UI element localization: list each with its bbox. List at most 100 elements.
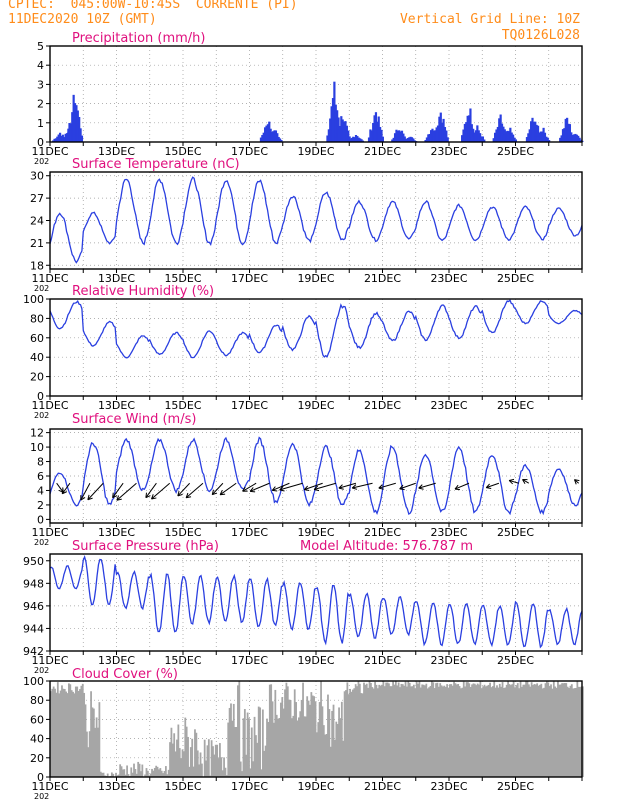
panel-2: Relative Humidity (%) 0 20 40 60 80 100 11DEC 13…	[23, 284, 583, 420]
precip-bar	[369, 129, 372, 142]
cloud-bar	[559, 684, 562, 777]
precip-bar	[340, 116, 343, 142]
cloud-bar	[318, 702, 321, 777]
wind-arrow	[378, 482, 396, 490]
y-tick-label: 80	[30, 312, 44, 325]
precip-bar	[391, 139, 394, 142]
cloud-bar	[293, 689, 296, 777]
x-tick-label: 21DEC	[364, 526, 401, 539]
wind-arrow-shaft	[338, 482, 357, 489]
wind-arrow	[185, 482, 204, 499]
panel-title: Surface Temperature (nC)	[72, 157, 240, 172]
x-tick-label: 17DEC	[231, 145, 268, 158]
cloud-bar	[159, 768, 162, 777]
data-marks	[49, 299, 583, 359]
cloud-bar	[160, 770, 163, 777]
wind-arrow-shaft	[304, 482, 323, 491]
y-tick-label: 100	[23, 293, 44, 306]
x-tick-label: 19DEC	[297, 526, 334, 539]
cloud-bar	[480, 688, 483, 777]
cloud-bar	[490, 687, 493, 777]
cloud-bar	[460, 688, 462, 777]
wind-arrow-head	[212, 492, 218, 496]
cloud-bar	[185, 726, 188, 777]
data-marks	[49, 436, 583, 516]
cloud-bar	[472, 683, 475, 777]
x-tick-label: 13DEC	[98, 526, 135, 539]
cloud-bar	[453, 681, 455, 777]
cloud-bar	[116, 775, 119, 777]
precip-bar	[436, 125, 440, 142]
wind-arrow-head	[279, 489, 285, 492]
precip-bar	[350, 137, 353, 142]
wind-arrow-head	[61, 488, 64, 494]
precip-bar	[527, 133, 530, 142]
cloud-bar	[173, 733, 176, 777]
cloud-bar	[149, 773, 152, 777]
cloud-bar	[72, 691, 74, 777]
cloud-bar	[223, 757, 225, 777]
cloud-bar	[303, 716, 306, 777]
cloud-bar	[284, 689, 286, 777]
y-tick-label: 40	[30, 733, 44, 746]
cloud-bar	[152, 770, 155, 777]
grid-line-note: Vertical Grid Line: 10Z	[399, 12, 580, 27]
panel-title: Surface Wind (m/s)	[72, 412, 196, 427]
precip-bar	[280, 140, 283, 142]
precip-bar	[561, 129, 565, 142]
x-tick-label: 25DEC	[497, 526, 534, 539]
precip-bar	[438, 116, 441, 142]
cloud-bar	[397, 682, 400, 777]
cloud-bar	[183, 751, 185, 777]
wind-arrow-head	[249, 487, 254, 492]
precip-bar	[542, 127, 545, 142]
x-tick-label: 19DEC	[297, 399, 334, 412]
precip-bar	[267, 137, 271, 142]
cloud-bar	[575, 687, 577, 777]
precip-bar	[270, 134, 273, 142]
cloud-bar	[134, 769, 137, 777]
wind-arrow-shaft	[211, 482, 224, 495]
precip-bar	[336, 133, 339, 142]
cloud-bar	[112, 773, 115, 777]
cloud-bar	[300, 699, 303, 777]
cloud-bar	[275, 714, 278, 777]
precip-bar	[354, 134, 358, 142]
cloud-bar	[309, 704, 311, 777]
x-tick-label: 19DEC	[297, 654, 334, 667]
year-label: 202	[34, 792, 49, 800]
x-tick-label: 11DEC	[31, 780, 68, 793]
x-tick-label: 11DEC	[31, 145, 68, 158]
wind-arrow-shaft	[508, 479, 519, 484]
x-tick-label: 23DEC	[430, 272, 467, 285]
cloud-bar	[203, 739, 206, 777]
cloud-bar	[176, 739, 178, 777]
cloud-bar	[127, 774, 130, 777]
cloud-bar	[174, 751, 177, 777]
precip-bar	[461, 135, 464, 142]
precip-bar	[356, 136, 359, 142]
precip-bar	[409, 136, 412, 142]
precip-bar	[56, 136, 59, 142]
cloud-bar	[65, 691, 68, 777]
precip-bar	[399, 131, 402, 142]
cloud-bar	[382, 681, 385, 777]
precip-bar	[476, 125, 479, 142]
cloud-bar	[371, 687, 374, 777]
x-tick-label: 11DEC	[31, 272, 68, 285]
cloud-bar	[415, 681, 418, 777]
year-label: 202	[34, 157, 49, 166]
wind-arrow	[338, 482, 357, 490]
x-tick-label: 23DEC	[430, 654, 467, 667]
x-tick-label: 23DEC	[430, 399, 467, 412]
cloud-bar	[273, 722, 275, 777]
precip-bar	[380, 129, 383, 142]
cloud-bar	[243, 709, 246, 777]
cloud-bar	[365, 683, 368, 777]
cloud-bar	[130, 767, 133, 777]
cloud-bar	[507, 681, 509, 777]
precip-bar	[531, 117, 534, 142]
precip-bar	[334, 137, 337, 142]
cloud-bar	[191, 738, 194, 777]
precip-bar	[344, 121, 347, 142]
